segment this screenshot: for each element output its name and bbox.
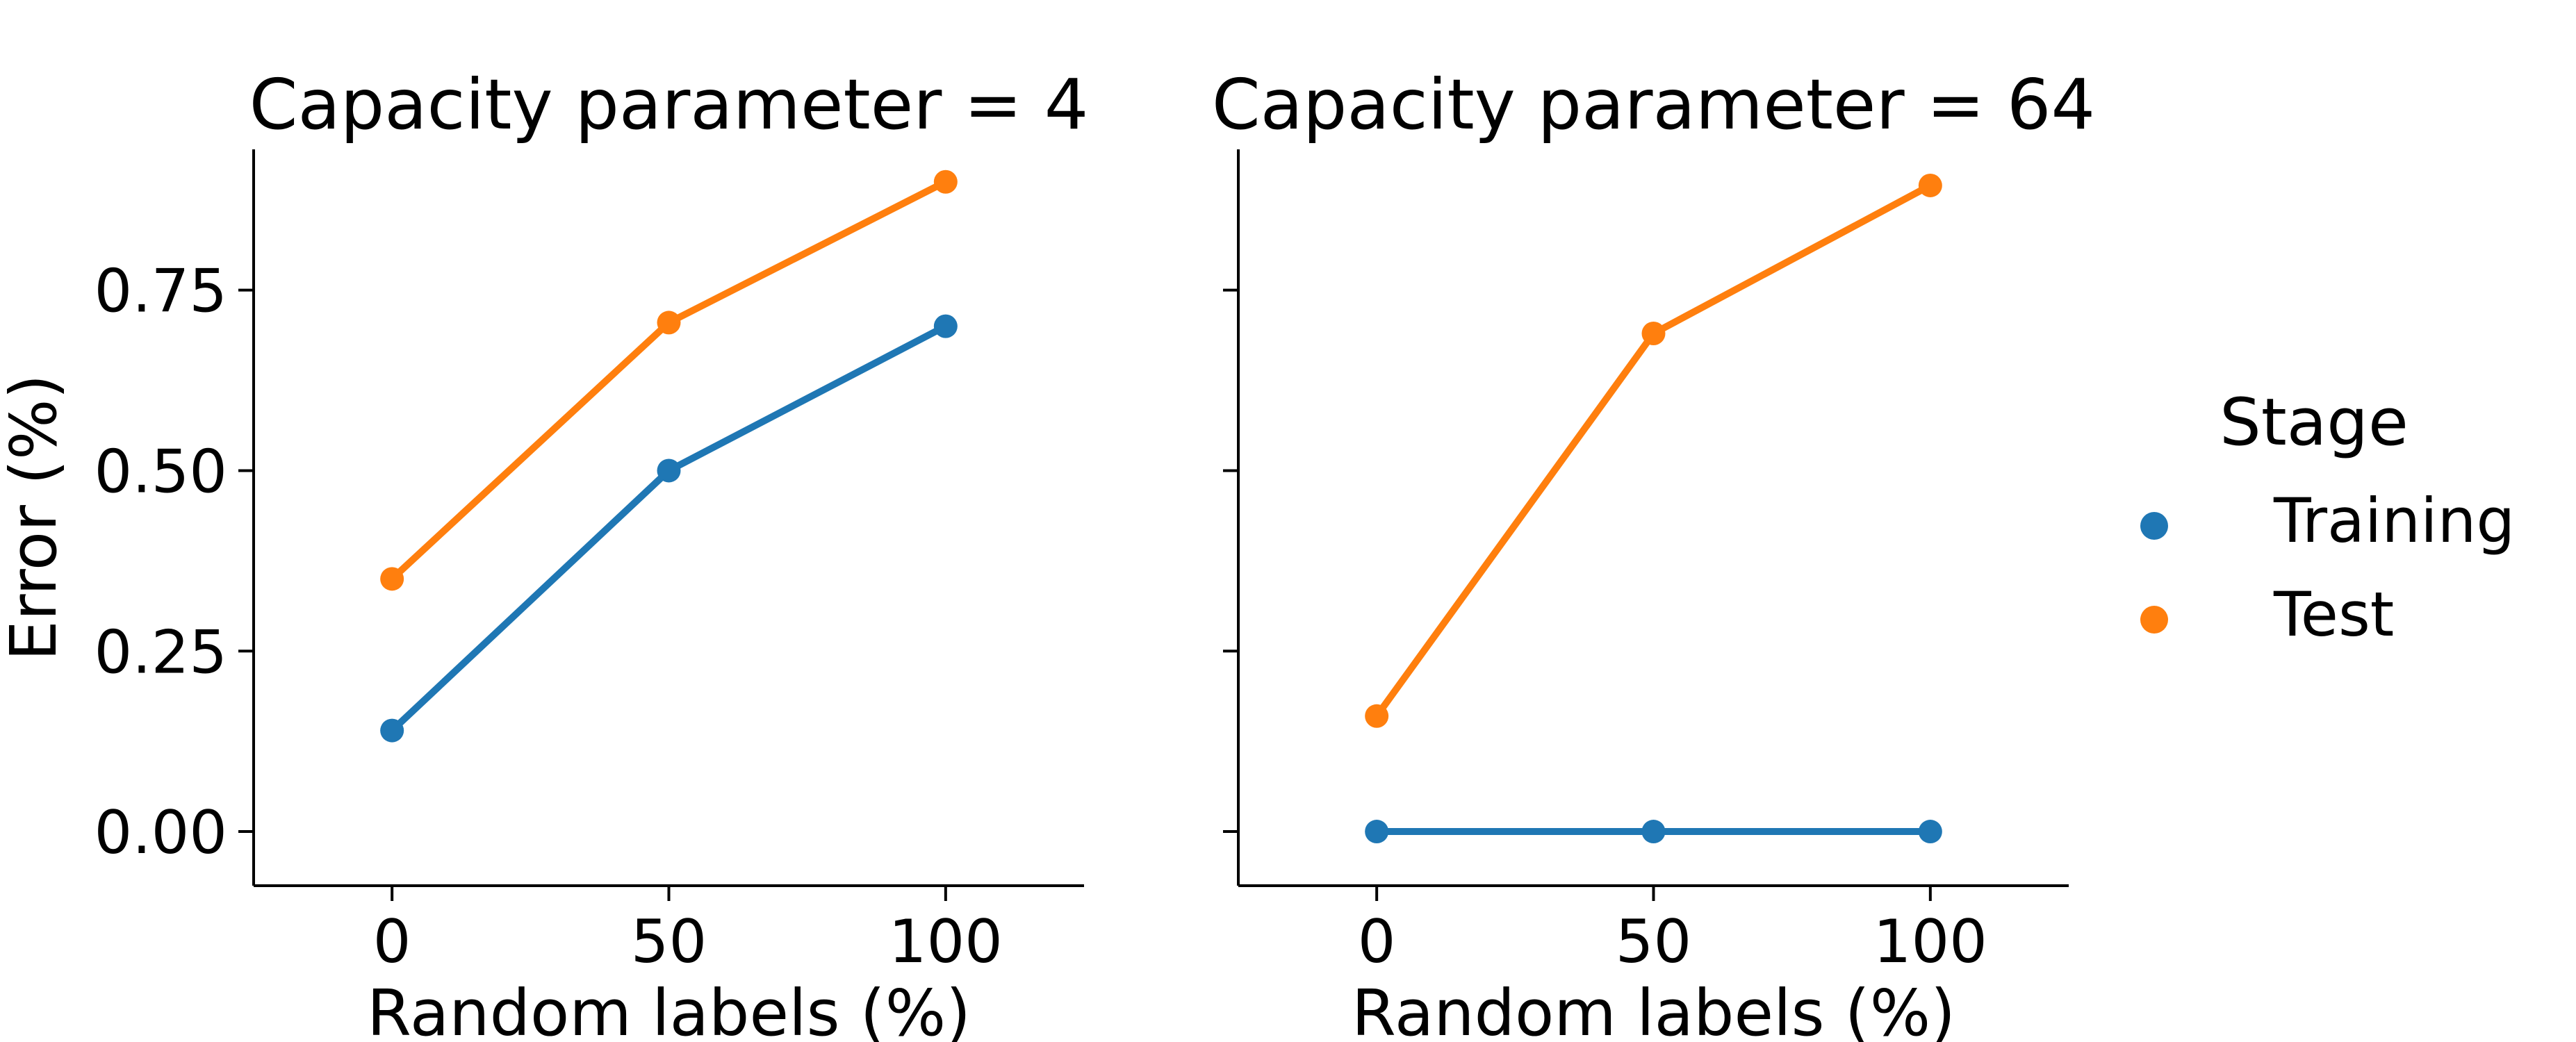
data-point-training — [1641, 820, 1666, 844]
y-tick-label: 0.25 — [95, 618, 227, 687]
panel-title: Capacity parameter = 4 — [249, 64, 1089, 145]
legend-label-training: Training — [2273, 485, 2515, 556]
panel-title: Capacity parameter = 64 — [1212, 64, 2095, 145]
x-axis-label: Random labels (%) — [367, 976, 971, 1042]
y-tick-label: 0.00 — [95, 798, 227, 868]
series-line-test — [1373, 181, 1934, 720]
x-tick-label: 0 — [373, 907, 411, 977]
x-tick-label: 0 — [1358, 907, 1396, 977]
legend-marker-training — [2140, 512, 2168, 540]
legend: Stage Training Test — [2140, 385, 2515, 650]
data-point-training — [1365, 820, 1389, 844]
data-point-test — [657, 311, 681, 335]
data-point-training — [933, 314, 958, 338]
x-tick-label: 100 — [889, 907, 1003, 977]
series-line-test — [388, 178, 949, 583]
data-point-test — [1918, 173, 1942, 197]
data-point-test — [380, 567, 404, 591]
data-point-training — [380, 718, 404, 743]
data-point-test — [1641, 322, 1666, 345]
y-tick-label: 0.50 — [95, 437, 227, 506]
series-line-training — [388, 322, 949, 734]
data-point-test — [933, 169, 958, 194]
data-point-training — [657, 458, 681, 483]
x-tick-label: 50 — [631, 907, 707, 977]
legend-marker-test — [2140, 606, 2168, 634]
x-tick-label: 100 — [1873, 907, 1987, 977]
legend-label-test: Test — [2273, 579, 2394, 650]
panel-capacity-4: Capacity parameter = 4 0.00 0.25 0.50 0.75 0 5… — [0, 64, 1088, 1042]
data-point-test — [1365, 704, 1389, 728]
data-point-training — [1918, 820, 1942, 844]
y-tick-label: 0.75 — [95, 257, 227, 326]
x-axis-label: Random labels (%) — [1352, 976, 1955, 1042]
y-axis-label: Error (%) — [0, 374, 71, 661]
x-tick-label: 50 — [1616, 907, 1691, 977]
legend-title: Stage — [2220, 385, 2409, 461]
